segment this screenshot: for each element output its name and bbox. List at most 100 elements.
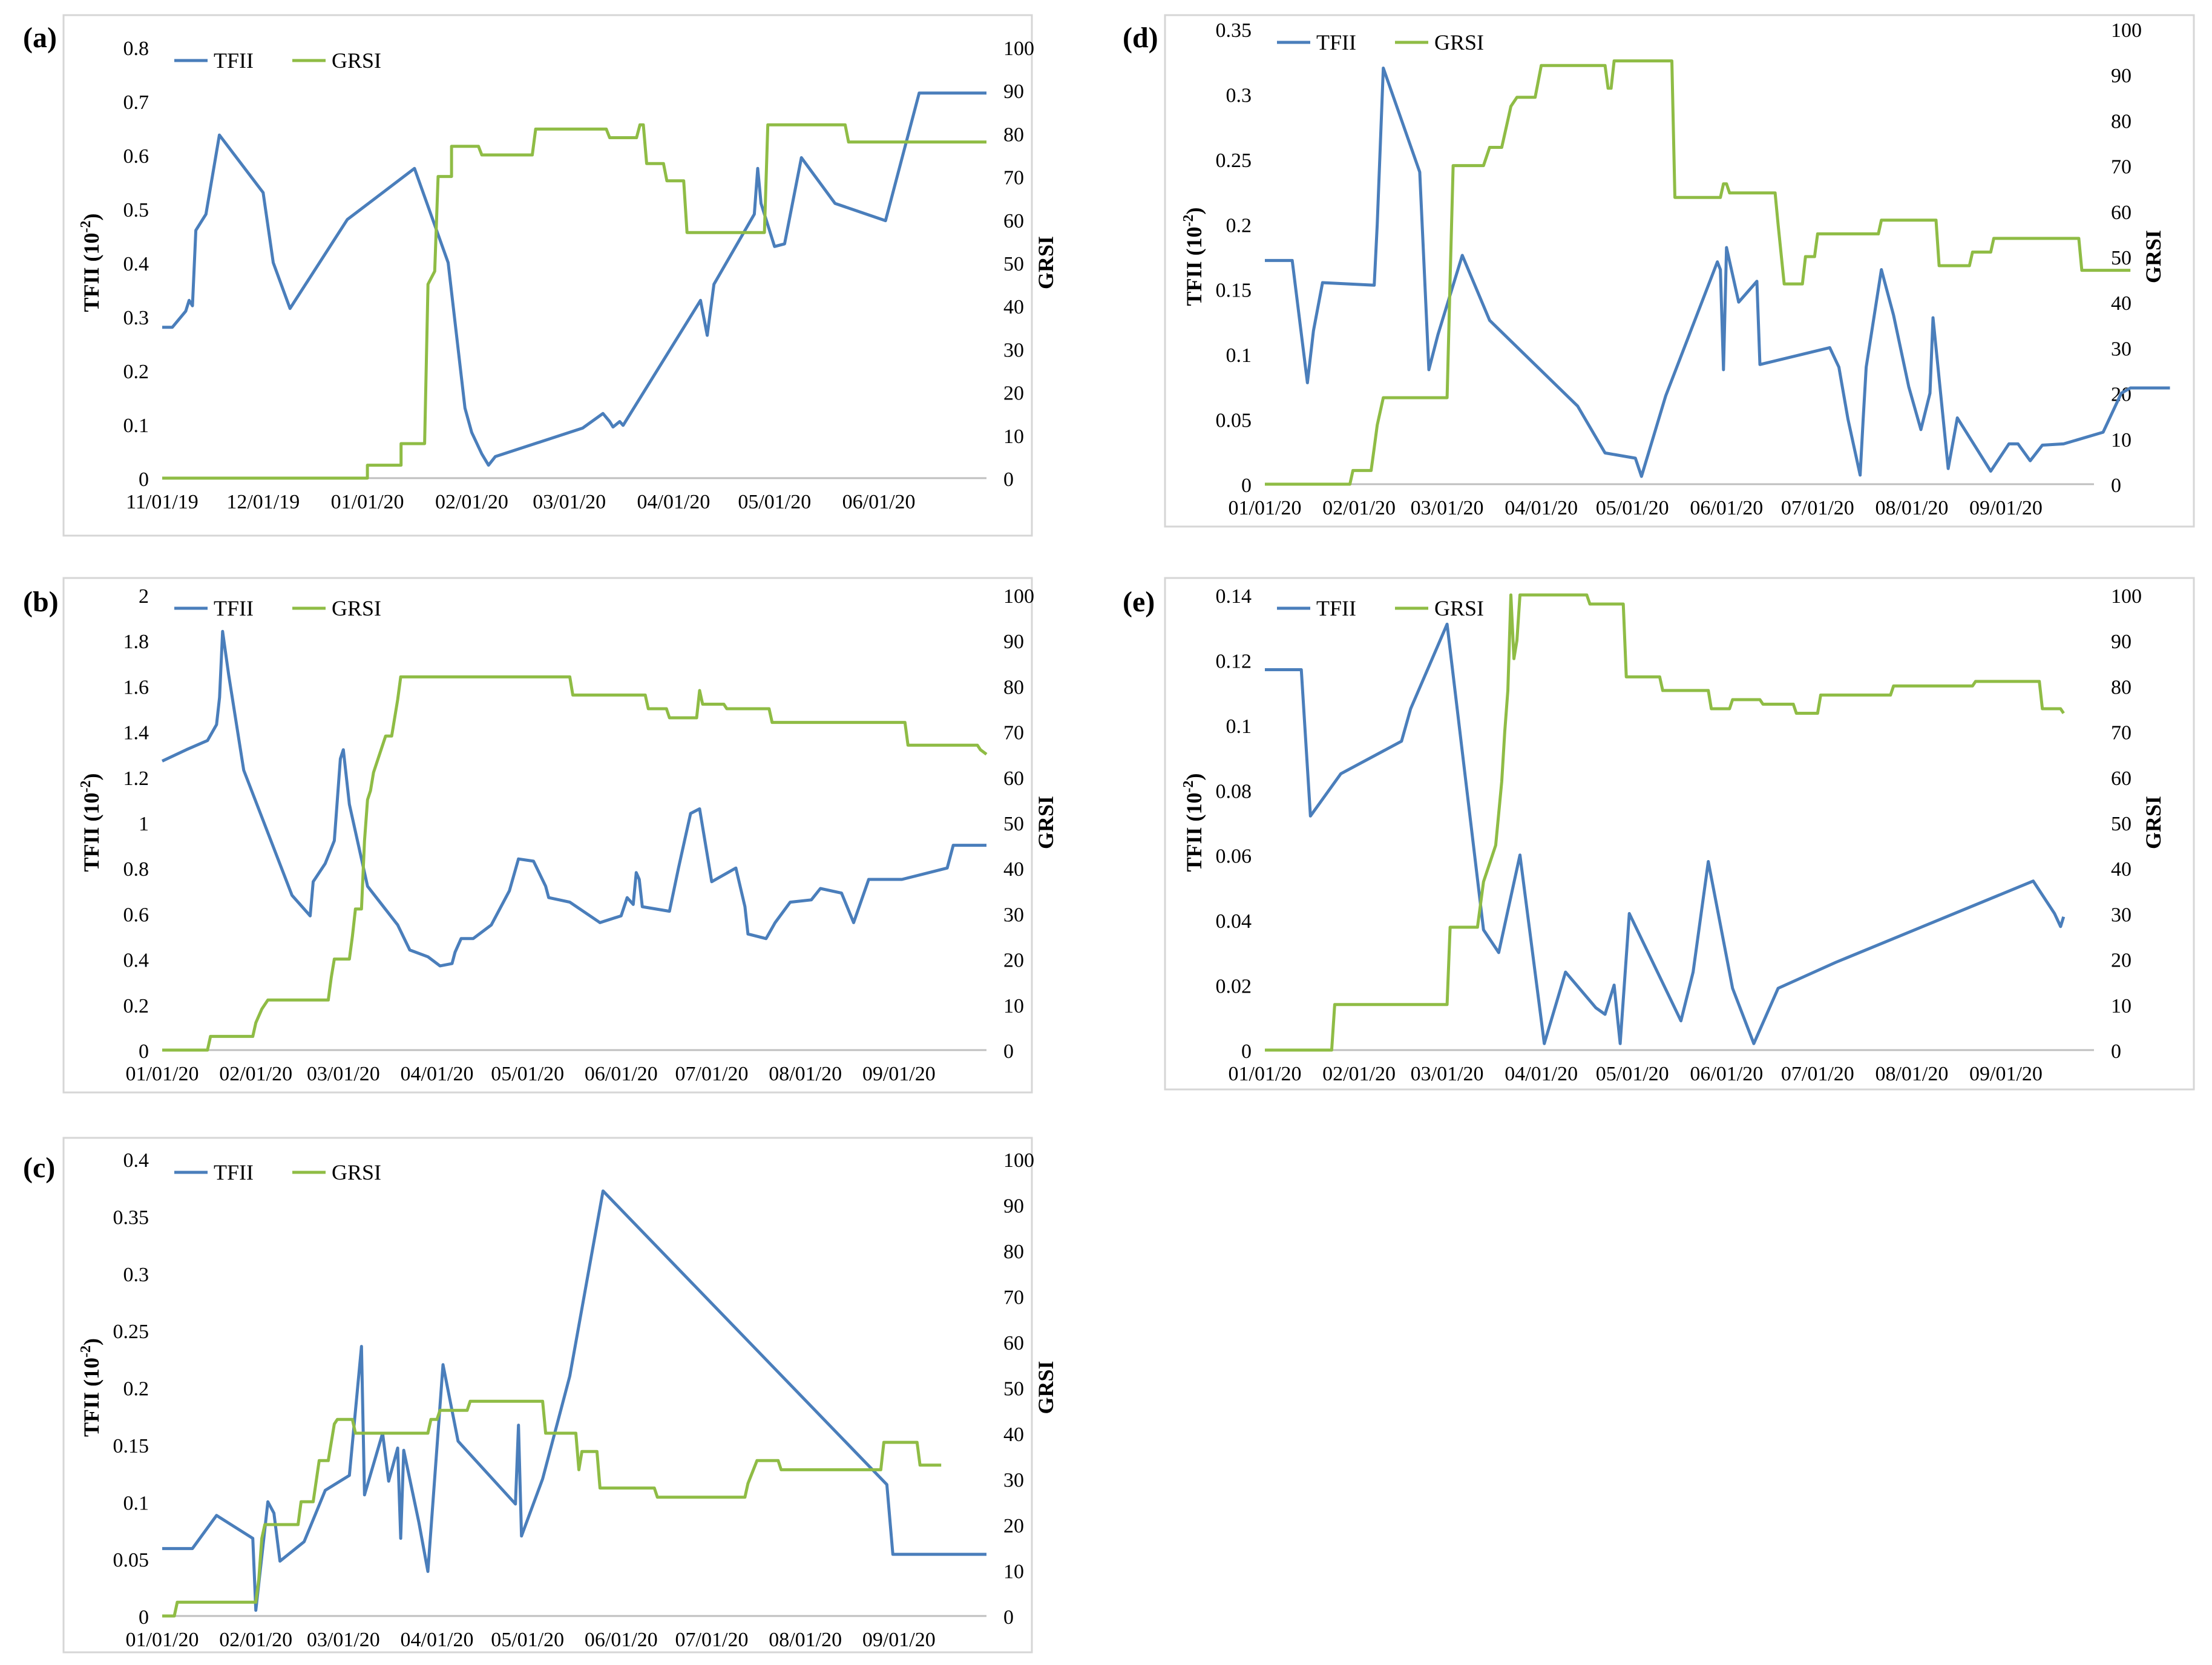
y-right-tick-label: 40 xyxy=(1003,296,1024,318)
x-tick-label: 03/01/20 xyxy=(533,491,606,513)
series-line-tfii xyxy=(1265,622,2066,1045)
y-left-tick-label: 0.2 xyxy=(123,1378,149,1401)
x-tick-label: 06/01/20 xyxy=(842,491,916,513)
y-right-tick-label: 10 xyxy=(2111,995,2132,1017)
legend-label-tfii: TFII xyxy=(1316,30,1356,54)
y-left-tick-label: 1.4 xyxy=(123,722,149,744)
y-left-tick-label: 0.05 xyxy=(1216,410,1252,432)
x-tick-label: 05/01/20 xyxy=(491,1629,564,1651)
chart-frame xyxy=(62,577,1033,1094)
y-left-tick-label: 0.08 xyxy=(1216,780,1252,803)
y-left-title-sup: -2 xyxy=(78,1345,94,1358)
y-left-tick-label: 0.8 xyxy=(123,858,149,881)
y-right-tick-label: 50 xyxy=(2111,247,2132,269)
legend-label-tfii: TFII xyxy=(214,1160,254,1184)
x-tick-label: 08/01/20 xyxy=(1875,497,1948,519)
x-tick-label: 01/01/20 xyxy=(126,1629,199,1651)
y-left-tick-label: 0.6 xyxy=(123,145,149,168)
y-left-axis-title: TFII (10-2) xyxy=(78,773,103,872)
x-tick-label: 03/01/20 xyxy=(1411,497,1484,519)
y-right-tick-label: 60 xyxy=(1003,767,1024,790)
y-left-tick-label: 0.2 xyxy=(123,361,149,383)
y-right-tick-label: 100 xyxy=(1003,585,1034,608)
y-left-tick-label: 0.1 xyxy=(123,1492,149,1514)
y-left-tick-label: 0.6 xyxy=(123,904,149,926)
y-right-tick-label: 40 xyxy=(2111,292,2132,315)
series-line-tfii xyxy=(162,1189,986,1612)
y-right-tick-label: 0 xyxy=(2111,1040,2121,1063)
y-right-tick-label: 70 xyxy=(2111,722,2132,744)
x-tick-label: 08/01/20 xyxy=(769,1629,842,1651)
x-tick-label: 03/01/20 xyxy=(1411,1063,1484,1085)
y-right-tick-label: 90 xyxy=(2111,65,2132,87)
x-tick-label: 04/01/20 xyxy=(1505,1063,1578,1085)
y-left-title-close: ) xyxy=(79,773,103,780)
x-tick-label: 07/01/20 xyxy=(1781,1063,1854,1085)
y-right-axis-title: GRSI xyxy=(1034,236,1058,289)
y-right-tick-label: 100 xyxy=(2111,585,2142,608)
x-tick-label: 08/01/20 xyxy=(769,1063,842,1085)
y-right-tick-label: 60 xyxy=(2111,202,2132,224)
y-left-axis-title: TFII (10-2) xyxy=(78,1338,103,1437)
x-tick-label: 02/01/20 xyxy=(1322,1063,1396,1085)
x-tick-label: 01/01/20 xyxy=(126,1063,199,1085)
y-right-tick-label: 50 xyxy=(1003,1378,1024,1401)
y-left-tick-label: 0.35 xyxy=(1216,19,1252,42)
y-left-title-text: TFII (10 xyxy=(1182,792,1206,872)
y-right-tick-label: 90 xyxy=(1003,1195,1024,1218)
y-left-title-text: TFII (10 xyxy=(79,792,103,872)
series-line-tfii xyxy=(1265,67,2170,478)
series-line-grsi xyxy=(1265,59,2131,486)
y-right-tick-label: 90 xyxy=(2111,631,2132,653)
x-tick-label: 02/01/20 xyxy=(219,1063,292,1085)
y-left-tick-label: 0.15 xyxy=(113,1435,149,1457)
y-left-tick-label: 0.25 xyxy=(1216,149,1252,172)
x-tick-label: 02/01/20 xyxy=(435,491,508,513)
y-left-tick-label: 0.7 xyxy=(123,91,149,114)
y-left-tick-label: 0 xyxy=(1241,475,1252,497)
chart-b: (b)00.20.40.60.811.21.41.61.820102030405… xyxy=(23,577,1058,1094)
y-right-tick-label: 100 xyxy=(2111,19,2142,42)
y-right-tick-label: 100 xyxy=(1003,1149,1034,1172)
y-right-tick-label: 90 xyxy=(1003,631,1024,653)
y-right-tick-label: 30 xyxy=(1003,904,1024,926)
y-right-tick-label: 0 xyxy=(1003,1606,1014,1629)
legend-label-grsi: GRSI xyxy=(1434,30,1484,54)
y-left-tick-label: 0.1 xyxy=(123,415,149,437)
y-right-tick-label: 70 xyxy=(1003,722,1024,744)
y-right-tick-label: 70 xyxy=(1003,167,1024,189)
y-left-tick-label: 0.14 xyxy=(1216,585,1252,608)
x-tick-label: 06/01/20 xyxy=(585,1629,658,1651)
y-left-tick-label: 0.3 xyxy=(123,1264,149,1286)
y-left-tick-label: 0.1 xyxy=(1226,344,1252,367)
x-tick-label: 04/01/20 xyxy=(637,491,711,513)
chart-frame xyxy=(1164,577,2195,1091)
x-tick-label: 07/01/20 xyxy=(675,1629,749,1651)
y-right-axis-title: GRSI xyxy=(1034,1361,1058,1414)
y-left-tick-label: 1.6 xyxy=(123,676,149,698)
panel-label: (e) xyxy=(1123,586,1155,618)
y-left-tick-label: 0.5 xyxy=(123,199,149,222)
x-tick-label: 01/01/20 xyxy=(331,491,404,513)
y-right-tick-label: 10 xyxy=(1003,1561,1024,1583)
y-right-axis-title: GRSI xyxy=(2141,230,2165,283)
series-line-tfii xyxy=(161,629,986,968)
series-line-tfii xyxy=(162,91,986,467)
x-tick-label: 09/01/20 xyxy=(862,1063,936,1085)
legend-label-grsi: GRSI xyxy=(332,48,381,73)
y-right-tick-label: 40 xyxy=(1003,858,1024,881)
y-right-tick-label: 50 xyxy=(1003,813,1024,835)
y-left-tick-label: 0 xyxy=(139,1606,149,1629)
y-left-tick-label: 0 xyxy=(1241,1040,1252,1063)
x-tick-label: 06/01/20 xyxy=(585,1063,658,1085)
y-left-tick-label: 0.4 xyxy=(123,950,149,972)
x-tick-label: 03/01/20 xyxy=(307,1063,380,1085)
y-right-tick-label: 100 xyxy=(1003,38,1034,60)
x-tick-label: 05/01/20 xyxy=(1596,1063,1669,1085)
x-tick-label: 08/01/20 xyxy=(1875,1063,1948,1085)
x-tick-label: 09/01/20 xyxy=(1969,1063,2043,1085)
y-right-tick-label: 30 xyxy=(1003,339,1024,361)
y-left-title-text: TFII (10 xyxy=(1182,226,1206,306)
y-left-title-text: TFII (10 xyxy=(79,232,103,312)
